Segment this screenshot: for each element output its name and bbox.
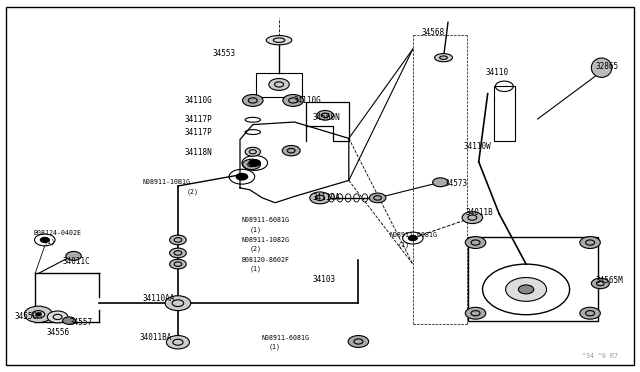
Circle shape (47, 311, 68, 323)
Text: (1): (1) (44, 238, 56, 245)
Ellipse shape (591, 58, 612, 77)
Text: (1): (1) (398, 241, 410, 248)
Circle shape (243, 159, 260, 170)
Text: N08911-1082G: N08911-1082G (242, 237, 290, 243)
Text: 34573: 34573 (445, 179, 468, 187)
Text: 34011BA: 34011BA (140, 333, 172, 342)
Text: B08120-8602F: B08120-8602F (242, 257, 290, 263)
Text: (1): (1) (250, 266, 262, 272)
Circle shape (170, 259, 186, 269)
Text: ^34 ^0 R7: ^34 ^0 R7 (582, 353, 618, 359)
Text: 34568: 34568 (421, 28, 444, 37)
Text: 34556: 34556 (46, 328, 69, 337)
Bar (494, 86, 515, 141)
Text: 34553: 34553 (212, 49, 236, 58)
Text: N08911-6081G: N08911-6081G (261, 335, 309, 341)
Circle shape (465, 307, 486, 319)
Text: 34110AA: 34110AA (142, 294, 175, 303)
Text: 34110W: 34110W (464, 142, 492, 151)
Text: (1): (1) (269, 343, 281, 350)
Circle shape (236, 173, 248, 180)
Circle shape (40, 237, 49, 243)
Text: N08911-6081G: N08911-6081G (389, 232, 437, 238)
Circle shape (63, 317, 76, 324)
Circle shape (24, 306, 52, 323)
Circle shape (518, 285, 534, 294)
Text: 34011C: 34011C (63, 257, 90, 266)
Text: 34110: 34110 (485, 68, 508, 77)
Text: (1): (1) (250, 226, 262, 233)
Circle shape (348, 336, 369, 347)
Circle shape (506, 278, 547, 301)
Text: 34011B: 34011B (466, 208, 493, 217)
Circle shape (465, 237, 486, 248)
Text: 34557: 34557 (69, 318, 92, 327)
Circle shape (580, 307, 600, 319)
Ellipse shape (245, 147, 260, 156)
Circle shape (408, 235, 417, 241)
Circle shape (165, 296, 191, 311)
Circle shape (310, 192, 330, 204)
Circle shape (317, 110, 333, 120)
Text: 34560N: 34560N (312, 113, 340, 122)
Text: 34117P: 34117P (185, 128, 212, 137)
Circle shape (269, 78, 289, 90)
Circle shape (36, 313, 41, 316)
Circle shape (170, 248, 186, 258)
Circle shape (591, 278, 609, 289)
Text: (2): (2) (186, 188, 198, 195)
Text: 34565M: 34565M (595, 276, 623, 285)
Circle shape (580, 237, 600, 248)
Text: 32865: 32865 (595, 62, 618, 71)
Text: N08911-6081G: N08911-6081G (242, 217, 290, 223)
Ellipse shape (435, 54, 452, 62)
Text: 34110G: 34110G (185, 96, 212, 105)
Circle shape (243, 94, 263, 106)
Circle shape (166, 336, 189, 349)
Circle shape (283, 94, 303, 106)
Ellipse shape (266, 36, 292, 45)
Circle shape (282, 145, 300, 156)
Circle shape (66, 251, 81, 260)
Text: 34550M: 34550M (14, 312, 42, 321)
Text: 34110A: 34110A (312, 193, 340, 202)
Circle shape (462, 212, 483, 224)
Circle shape (433, 178, 448, 187)
Circle shape (249, 160, 260, 166)
Text: N08911-10B1G: N08911-10B1G (143, 179, 191, 185)
Text: (2): (2) (250, 246, 262, 253)
Circle shape (369, 193, 386, 203)
Bar (468, 237, 598, 321)
Bar (256, 73, 302, 97)
Text: 34118N: 34118N (185, 148, 212, 157)
Circle shape (170, 235, 186, 245)
Text: 34117P: 34117P (185, 115, 212, 124)
Text: B08124-0402E: B08124-0402E (33, 230, 81, 235)
Text: 34110G: 34110G (293, 96, 321, 105)
Text: 34103: 34103 (312, 275, 335, 284)
